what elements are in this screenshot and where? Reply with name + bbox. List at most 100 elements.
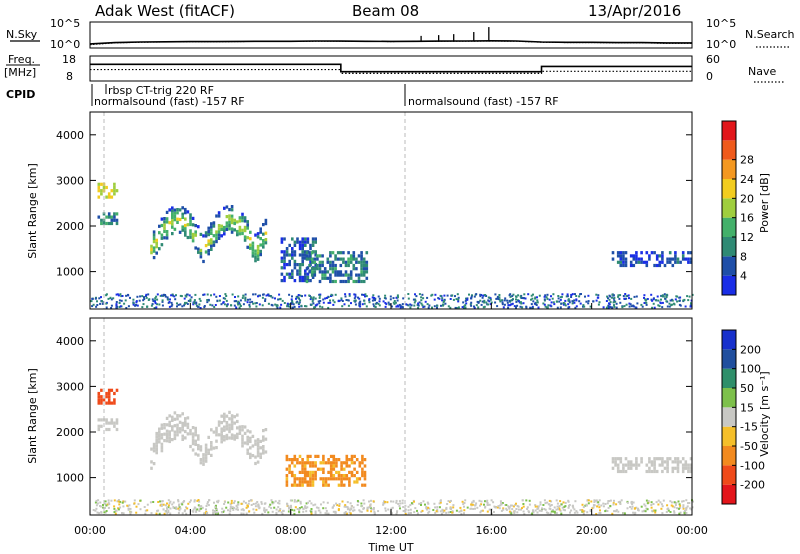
- ground-scatter-cell: [374, 299, 376, 302]
- ground-scatter-cell: [233, 304, 236, 307]
- heat-cell: [293, 266, 297, 270]
- heat-cell: [353, 461, 356, 465]
- ground-scatter-cell: [524, 297, 527, 300]
- heat-cell: [215, 426, 218, 430]
- ground-scatter-cell: [167, 506, 170, 509]
- heat-cell: [339, 273, 343, 277]
- heat-cell: [217, 224, 221, 228]
- ground-scatter-cell: [291, 301, 294, 304]
- heat-cell: [158, 440, 161, 444]
- ground-scatter-cell: [142, 299, 145, 302]
- heat-cell: [223, 412, 226, 416]
- ground-scatter-cell: [550, 500, 553, 503]
- ground-scatter-cell: [377, 302, 380, 305]
- heat-cell: [102, 185, 106, 190]
- ground-scatter-cell: [645, 301, 648, 304]
- heat-cell: [309, 474, 312, 478]
- heat-cell: [322, 483, 325, 487]
- ground-scatter-cell: [532, 510, 534, 513]
- ground-scatter-cell: [529, 306, 532, 309]
- heat-cell: [168, 208, 171, 212]
- ground-scatter-cell: [242, 500, 245, 503]
- heat-cell: [165, 236, 169, 240]
- heat-cell: [635, 466, 638, 470]
- ground-scatter-cell: [573, 299, 576, 302]
- ground-scatter-cell: [290, 298, 293, 301]
- ground-scatter-cell: [484, 500, 486, 503]
- x-tick-label: 00:00: [676, 524, 708, 537]
- ground-scatter-cell: [359, 303, 361, 306]
- ground-scatter-cell: [212, 511, 215, 514]
- ground-scatter-cell: [536, 301, 539, 304]
- heat-cell: [674, 254, 677, 258]
- ground-scatter-cell: [530, 303, 533, 306]
- ground-scatter-cell: [110, 499, 113, 502]
- heat-cell: [152, 230, 156, 234]
- nsearch-tick-bottom: 10^0: [706, 38, 736, 51]
- ground-scatter-cell: [138, 299, 141, 302]
- heat-cell: [181, 425, 184, 429]
- heat-cell: [246, 451, 249, 455]
- frequency-series: [90, 63, 692, 75]
- ground-scatter-cell: [327, 512, 330, 515]
- ground-scatter-cell: [178, 503, 181, 506]
- ground-scatter-cell: [607, 500, 610, 503]
- heat-cell: [210, 241, 213, 245]
- ground-scatter-cell: [488, 300, 491, 303]
- ground-scatter-cell: [118, 302, 121, 304]
- ground-scatter-cell: [110, 298, 113, 301]
- ground-scatter-cell: [252, 503, 255, 505]
- ground-scatter-cell: [646, 298, 649, 300]
- ground-scatter-cell: [450, 507, 453, 510]
- ground-scatter-cell: [327, 295, 330, 298]
- y-tick-label: 2000: [56, 220, 84, 233]
- ground-scatter-cell: [101, 300, 103, 303]
- ground-scatter-cell: [211, 304, 214, 307]
- ground-scatter-cell: [263, 510, 266, 512]
- ground-scatter-cell: [508, 506, 510, 509]
- heat-cell: [611, 460, 615, 464]
- ground-scatter-cell: [163, 512, 166, 515]
- heat-cell: [176, 208, 179, 212]
- ground-scatter-cell: [223, 503, 226, 505]
- heat-cell: [355, 458, 359, 462]
- heat-cell: [306, 240, 310, 244]
- heat-cell: [642, 260, 646, 264]
- ground-scatter-cell: [442, 511, 445, 514]
- heat-cell: [249, 237, 252, 241]
- heat-cell: [337, 483, 341, 487]
- ground-scatter-cell: [514, 503, 517, 506]
- heat-cell: [280, 250, 284, 254]
- heat-cell: [360, 273, 363, 277]
- heat-cell: [308, 263, 311, 268]
- ground-scatter-cell: [618, 297, 621, 300]
- ground-scatter-cell: [161, 304, 164, 307]
- ground-scatter-cell: [90, 300, 93, 303]
- ground-scatter-cell: [358, 297, 361, 300]
- ground-scatter-cell: [330, 293, 333, 296]
- heat-cell: [171, 428, 174, 432]
- heat-cell: [334, 279, 337, 284]
- ground-scatter-cell: [546, 297, 549, 300]
- heat-cell: [230, 217, 234, 221]
- ground-scatter-cell: [350, 302, 352, 305]
- ground-scatter-cell: [237, 508, 239, 511]
- heat-cell: [217, 227, 221, 231]
- ground-scatter-cell: [479, 511, 482, 514]
- ground-scatter-cell: [547, 512, 550, 515]
- heat-cell: [158, 231, 161, 235]
- ground-scatter-cell: [181, 503, 184, 506]
- ground-scatter-cell: [310, 303, 313, 306]
- heat-cell: [316, 257, 319, 261]
- ground-scatter-cell: [562, 303, 565, 306]
- noise-panel-frame: [89, 21, 693, 49]
- ground-scatter-cell: [209, 303, 212, 306]
- heat-cell: [301, 250, 304, 254]
- heat-cell: [676, 460, 680, 464]
- heat-cell: [223, 206, 226, 210]
- ground-scatter-cell: [94, 509, 97, 512]
- heat-cell: [681, 457, 685, 461]
- ground-scatter-cell: [651, 509, 654, 512]
- ground-scatter-cell: [637, 507, 640, 510]
